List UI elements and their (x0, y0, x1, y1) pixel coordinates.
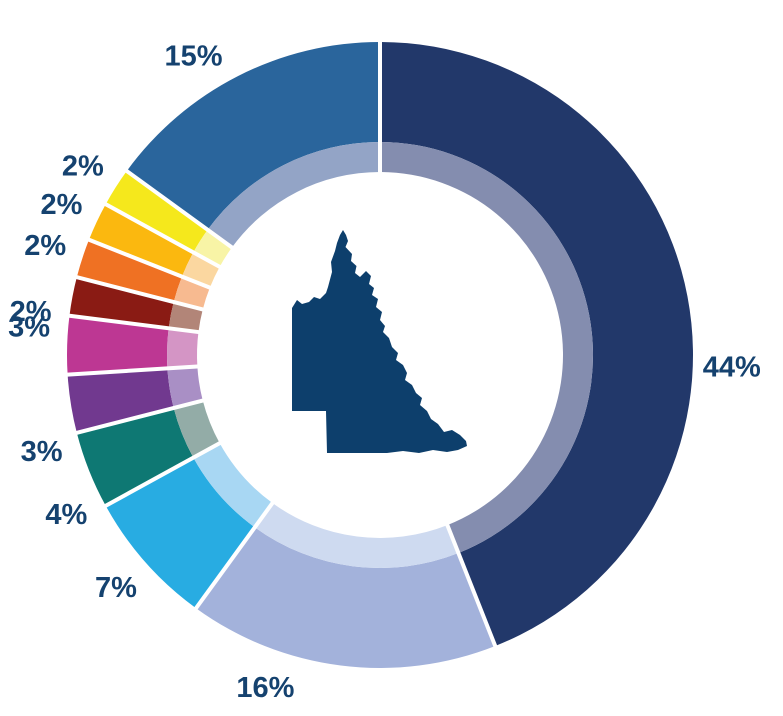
segment-outer-3%-4 (67, 368, 174, 433)
segment-labels: 44%16%7%4%3%3%2%2%2%2%15% (8, 40, 761, 703)
segment-inner-3%-4 (167, 366, 203, 408)
segment-outer-2%-7 (76, 239, 182, 303)
segment-gap-5 (65, 364, 200, 377)
donut-segments (67, 42, 694, 668)
segment-outer-15%-10 (126, 42, 380, 230)
segment-label-2: 7% (95, 572, 137, 604)
segment-gap-8 (86, 237, 213, 291)
queensland-map-icon (292, 230, 467, 453)
segment-label-10: 15% (164, 40, 222, 72)
segment-gap-2 (193, 500, 276, 612)
segment-label-5: 3% (8, 311, 50, 343)
segment-gap-lines (65, 40, 498, 649)
segment-label-0: 44% (703, 351, 761, 383)
segment-label-8: 2% (41, 189, 83, 221)
segment-outer-2%-6 (69, 277, 174, 329)
segment-gap-10 (123, 168, 235, 251)
segment-gap-4 (74, 398, 206, 436)
segment-gap-7 (74, 274, 206, 312)
segment-outer-2%-9 (105, 171, 208, 253)
segment-label-7: 2% (24, 230, 66, 262)
segment-inner-16%-1 (254, 503, 459, 569)
segment-inner-7%-2 (193, 443, 273, 528)
segment-gap-6 (67, 313, 201, 335)
segment-inner-44%-0 (380, 142, 593, 554)
segment-label-6: 2% (10, 296, 52, 328)
segment-outer-44%-0 (380, 42, 694, 647)
segment-gap-3 (102, 440, 223, 509)
segment-label-9: 2% (62, 150, 104, 182)
segment-inner-15%-10 (207, 142, 380, 248)
segment-inner-2%-6 (168, 302, 203, 333)
segment-outer-4%-3 (76, 407, 194, 506)
segment-outer-7%-2 (105, 457, 255, 609)
segment-gap-9 (102, 201, 223, 270)
segment-label-3: 4% (45, 499, 87, 531)
segment-inner-4%-3 (173, 400, 220, 458)
segment-gap-1 (444, 522, 498, 649)
segment-inner-3%-5 (167, 328, 199, 369)
segment-label-4: 3% (21, 436, 63, 468)
segment-label-1: 16% (236, 672, 294, 704)
segment-outer-2%-8 (88, 204, 194, 277)
segment-outer-3%-5 (67, 315, 169, 375)
segment-outer-16%-1 (196, 527, 496, 668)
